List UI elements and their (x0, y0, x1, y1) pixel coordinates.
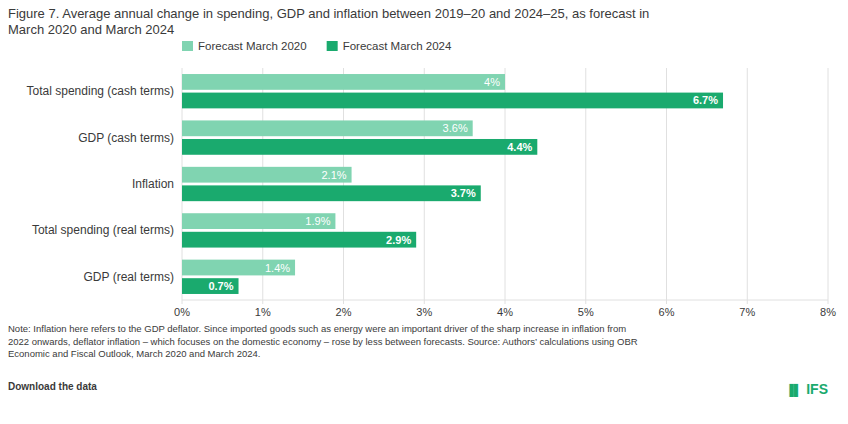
tick-label: 2% (336, 306, 352, 318)
grid-line (828, 68, 829, 300)
bar (182, 120, 473, 136)
tick-mark (424, 300, 425, 304)
tick-mark (828, 300, 829, 304)
title: Figure 7. Average annual change in spend… (8, 6, 649, 37)
bar (182, 260, 295, 276)
tick-label: 3% (416, 306, 432, 318)
tick-label: 7% (739, 306, 755, 318)
bar (182, 185, 481, 201)
x-axis-line (182, 300, 828, 301)
tick-mark (182, 300, 183, 304)
tick-label: 5% (578, 306, 594, 318)
grid-line (747, 68, 748, 300)
bar (182, 278, 239, 294)
tick-label: 4% (497, 306, 513, 318)
data-label: 1.4% (265, 262, 290, 274)
bar (182, 74, 505, 90)
data-label: 6.7% (693, 94, 718, 106)
logo-icon: ▐▌ (785, 383, 802, 397)
tick-mark (747, 300, 748, 304)
tick-label: 8% (820, 306, 836, 318)
category-label: GDP (cash terms) (78, 131, 174, 145)
bar (182, 139, 537, 155)
tick-label: 6% (659, 306, 675, 318)
tick-label: 0% (174, 306, 190, 318)
bar (182, 93, 723, 109)
logo-text: IFS (806, 381, 828, 397)
tick-label: 1% (255, 306, 271, 318)
bar (182, 167, 352, 183)
bar (182, 232, 416, 248)
grid (182, 68, 828, 304)
legend-label: Forecast March 2024 (343, 40, 452, 52)
tick-mark (262, 300, 263, 304)
legend: Forecast March 2020 Forecast March 2024 (182, 40, 452, 52)
note-line: 2022 onwards, deflator inflation – which… (8, 336, 638, 347)
tick-mark (505, 300, 506, 304)
legend-swatch (182, 41, 193, 51)
category-label: Inflation (132, 177, 174, 191)
title-line: Figure 7. Average annual change in spend… (8, 6, 649, 21)
chart: Figure 7. Average annual change in spend… (0, 0, 848, 424)
data-label: 4% (484, 76, 500, 88)
bars (182, 74, 723, 294)
category-label: Total spending (real terms) (32, 223, 174, 237)
download-link: Download the data (8, 381, 97, 392)
legend-swatch (327, 41, 338, 51)
bar (182, 213, 335, 229)
note-line: Economic and Fiscal Outlook, March 2020 … (8, 348, 260, 359)
tick-mark (343, 300, 344, 304)
data-label: 2.9% (386, 234, 411, 246)
note: Note: Inflation here refers to the GDP d… (8, 323, 638, 359)
tick-mark (585, 300, 586, 304)
data-label: 1.9% (305, 215, 330, 227)
data-label: 4.4% (507, 141, 532, 153)
data-label: 3.7% (451, 187, 476, 199)
data-labels: 4% 6.7% 3.6% 4.4% 2.1% 3.7% 1.9% 2.9% 1.4% 0.7% (208, 76, 718, 292)
category-label: Total spending (cash terms) (27, 84, 174, 98)
tick-mark (666, 300, 667, 304)
data-label: 2.1% (321, 169, 346, 181)
title-line: March 2020 and March 2024 (8, 22, 174, 37)
note-line: Note: Inflation here refers to the GDP d… (8, 323, 626, 334)
legend-label: Forecast March 2020 (198, 40, 307, 52)
data-label: 0.7% (208, 280, 233, 292)
data-label: 3.6% (443, 122, 468, 134)
category-label: GDP (real terms) (84, 270, 174, 284)
